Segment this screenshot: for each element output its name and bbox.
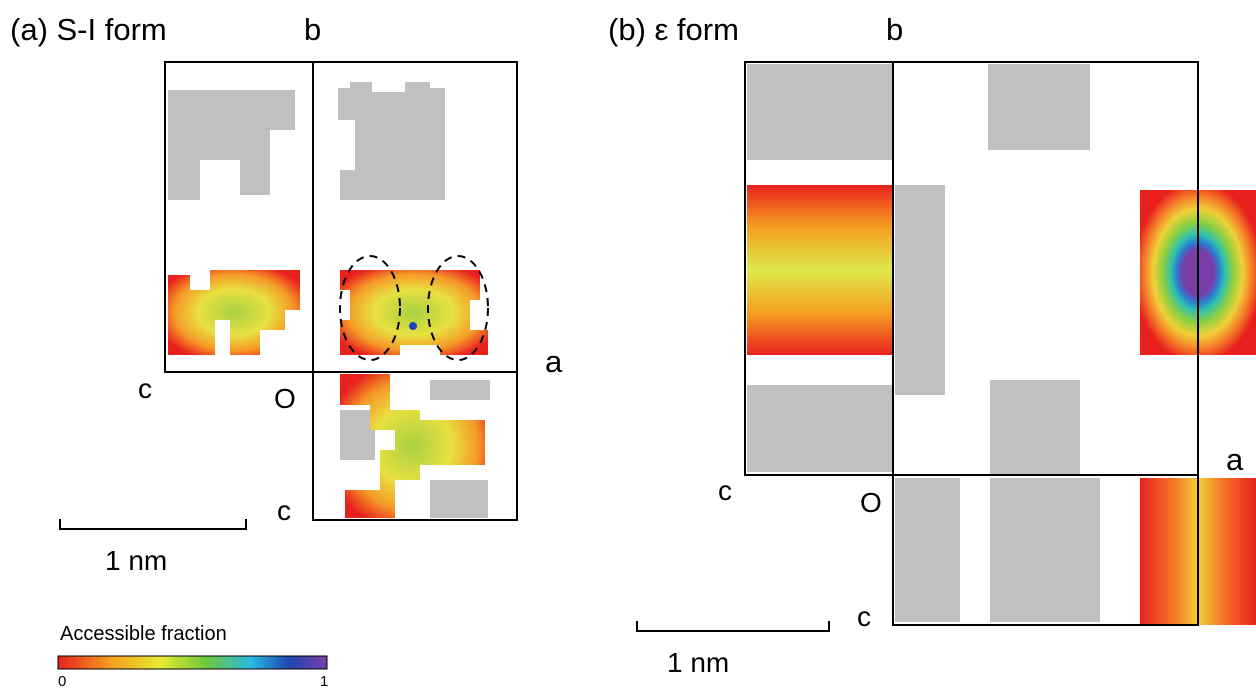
panel-b-map [744, 61, 1256, 626]
scale-label: 1 nm [105, 545, 167, 576]
colorbar-min: 0 [58, 673, 66, 690]
axis-label: c [718, 475, 732, 506]
axis-label: c [857, 601, 871, 632]
panel-label: (a) S-I form [10, 12, 167, 47]
colorbar-max: 1 [320, 673, 328, 690]
origin-label: O [274, 383, 296, 414]
axis-label: a [1226, 442, 1244, 477]
colorbar-title: Accessible fraction [60, 623, 227, 645]
panel-a-map [164, 61, 518, 521]
scale-label: 1 nm [667, 647, 729, 678]
axis-label: b [304, 12, 321, 47]
origin-label: O [860, 487, 882, 518]
scale-bar [636, 621, 830, 632]
axis-label: c [138, 373, 152, 404]
axis-label: a [545, 344, 563, 379]
colorbar [57, 655, 328, 670]
axis-label: c [277, 495, 291, 526]
scale-bar [59, 519, 247, 530]
axis-label: b [886, 12, 903, 47]
panel-label: (b) ε form [608, 12, 739, 47]
